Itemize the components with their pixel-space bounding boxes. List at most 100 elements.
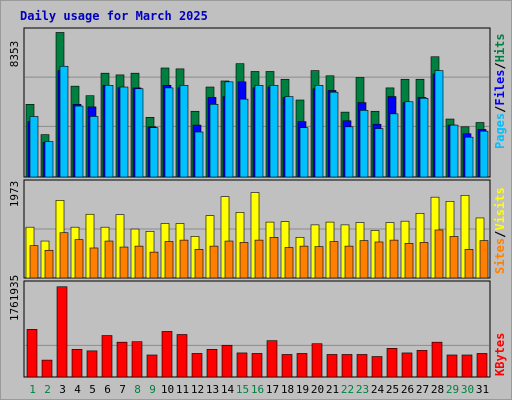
x-tick-label: 4 <box>74 383 81 396</box>
kbytes-bar <box>446 354 458 378</box>
pages-bar <box>344 126 354 178</box>
kbytes-bar <box>386 348 398 378</box>
kbytes-bar <box>176 334 188 378</box>
x-tick-label: 18 <box>281 383 294 396</box>
legend-files: Files <box>493 70 507 106</box>
bottom-ymax-label: 1761935 <box>8 275 21 321</box>
sites-bar <box>194 249 204 279</box>
kbytes-bar <box>296 353 308 378</box>
kbytes-bar <box>161 331 173 378</box>
x-tick-label: 10 <box>161 383 174 396</box>
pages-bar <box>449 124 459 178</box>
sites-bar <box>329 241 339 279</box>
bottom-legend: KBytes <box>493 333 507 376</box>
sites-bar <box>269 237 279 279</box>
bars <box>25 32 489 378</box>
x-tick-label: 16 <box>251 383 264 396</box>
kbytes-bar <box>86 350 98 378</box>
legend-pages: Pages <box>493 113 507 149</box>
pages-bar <box>254 84 264 178</box>
pages-bar <box>74 105 84 178</box>
pages-bar <box>329 91 339 178</box>
sites-bar <box>179 239 189 279</box>
sites-bar <box>464 249 474 279</box>
pages-bar <box>209 104 219 178</box>
sites-bar <box>374 241 384 279</box>
sites-bar <box>434 229 444 279</box>
kbytes-bar <box>341 354 353 378</box>
kbytes-bar <box>71 349 83 378</box>
kbytes-bar <box>401 352 413 378</box>
sites-bar <box>299 245 309 279</box>
sites-bar <box>89 247 99 279</box>
kbytes-bar <box>431 341 443 378</box>
pages-bar <box>434 70 444 178</box>
x-tick-label: 9 <box>149 383 156 396</box>
pages-bar <box>149 127 159 178</box>
pages-bar <box>119 86 129 178</box>
pages-bar <box>314 84 324 178</box>
sites-bar <box>59 232 69 279</box>
x-axis-labels: 1 2 3 4 5 6 7 8 9 10 11 12 13 14 15 16 17 18 19 20 21 22 23 24 2… <box>29 383 489 396</box>
sites-bar <box>224 240 234 279</box>
middle-legend: Sites/Visits <box>493 187 507 274</box>
x-tick-label: 5 <box>89 383 96 396</box>
x-tick-label: 27 <box>416 383 429 396</box>
kbytes-bar <box>236 352 248 378</box>
pages-bar <box>104 84 114 178</box>
sites-bar <box>209 245 219 279</box>
pages-bar <box>134 88 144 178</box>
x-tick-label: 15 <box>236 383 249 396</box>
legend-hits: Hits <box>493 33 507 62</box>
kbytes-bar <box>146 354 158 378</box>
chart-title: Daily usage for March 2025 <box>20 9 208 23</box>
x-tick-label: 3 <box>59 383 66 396</box>
x-tick-label: 2 <box>44 383 51 396</box>
pages-bar <box>59 65 69 178</box>
top-legend: Pages/Files/Hits <box>493 33 507 149</box>
kbytes-bar <box>26 329 38 378</box>
x-tick-label: 7 <box>119 383 126 396</box>
x-tick-label: 23 <box>356 383 369 396</box>
x-tick-label: 20 <box>311 383 324 396</box>
pages-bar <box>479 130 489 178</box>
sites-bar <box>119 246 129 279</box>
kbytes-bar <box>251 353 263 378</box>
x-tick-label: 17 <box>266 383 279 396</box>
pages-bar <box>269 84 279 178</box>
x-tick-label: 12 <box>191 383 204 396</box>
pages-bar <box>464 136 474 178</box>
kbytes-bar <box>191 353 203 378</box>
legend-separator: / <box>493 231 507 238</box>
pages-bar <box>404 101 414 178</box>
sites-bar <box>164 241 174 279</box>
x-tick-label: 25 <box>386 383 399 396</box>
sites-bar <box>314 246 324 279</box>
x-tick-label: 28 <box>431 383 444 396</box>
middle-ymax-label: 1973 <box>8 181 21 208</box>
sites-bar <box>254 239 264 279</box>
pages-bar <box>164 87 174 178</box>
sites-bar <box>284 247 294 279</box>
x-tick-label: 22 <box>341 383 354 396</box>
pages-bar <box>44 141 54 178</box>
x-tick-label: 29 <box>446 383 459 396</box>
kbytes-bar <box>56 286 68 378</box>
pages-bar <box>374 128 384 178</box>
x-tick-label: 6 <box>104 383 111 396</box>
sites-bar <box>419 242 429 279</box>
pages-bar <box>89 116 99 178</box>
kbytes-bar <box>461 354 473 378</box>
x-tick-label: 13 <box>206 383 219 396</box>
top-ymax-label: 8353 <box>8 41 21 68</box>
x-tick-label: 11 <box>176 383 189 396</box>
legend-kbytes: KBytes <box>493 333 507 376</box>
legend-separator: / <box>493 62 507 69</box>
kbytes-bar <box>371 356 383 378</box>
sites-bar <box>44 249 54 279</box>
sites-bar <box>389 239 399 279</box>
sites-bar <box>404 243 414 279</box>
x-tick-label: 1 <box>29 383 36 396</box>
sites-bar <box>239 242 249 279</box>
